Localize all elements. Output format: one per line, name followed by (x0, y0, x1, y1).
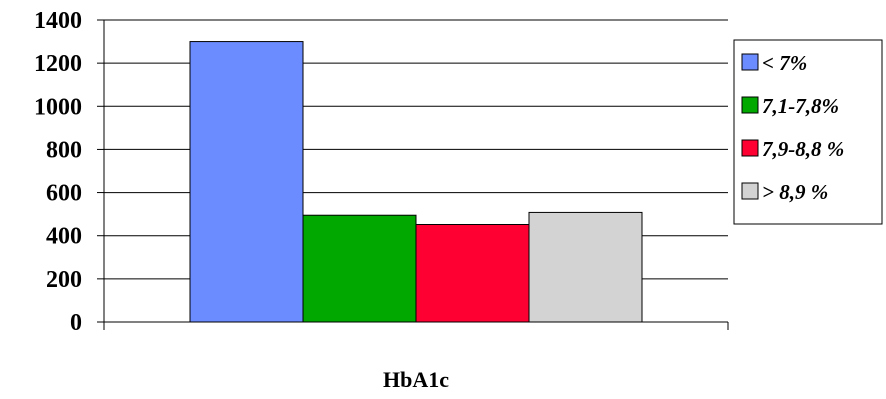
y-tick-label: 0 (70, 310, 82, 336)
bar-2 (302, 214, 417, 323)
legend-swatch (741, 53, 759, 71)
y-tick-label: 600 (46, 181, 82, 207)
legend-label: > 8,9 % (762, 180, 828, 204)
legend-label: < 7% (762, 51, 807, 75)
axes: 0 200 400 600 800 1000 1200 1400 (34, 8, 729, 336)
legend-swatch (741, 182, 759, 200)
legend-label: 7,9-8,8 % (762, 137, 844, 161)
bars (189, 41, 643, 323)
legend-swatch (741, 96, 759, 114)
legend-box (733, 39, 883, 225)
legend: < 7% 7,1-7,8% 7,9-8,8 % > 8,9 % (733, 39, 883, 225)
y-tick-label: 800 (46, 137, 82, 163)
bar-1 (189, 41, 304, 323)
y-tick-label: 1400 (34, 8, 82, 34)
y-tick-label: 400 (46, 224, 82, 250)
legend-swatch (741, 139, 759, 157)
y-tick-label: 1200 (34, 51, 82, 77)
x-axis-label: HbA1c (383, 367, 449, 392)
bar-3 (415, 223, 530, 323)
y-tick-label: 1000 (34, 94, 82, 120)
legend-label: 7,1-7,8% (762, 94, 839, 118)
y-tick-label: 200 (46, 267, 82, 293)
bar-4 (528, 211, 643, 323)
